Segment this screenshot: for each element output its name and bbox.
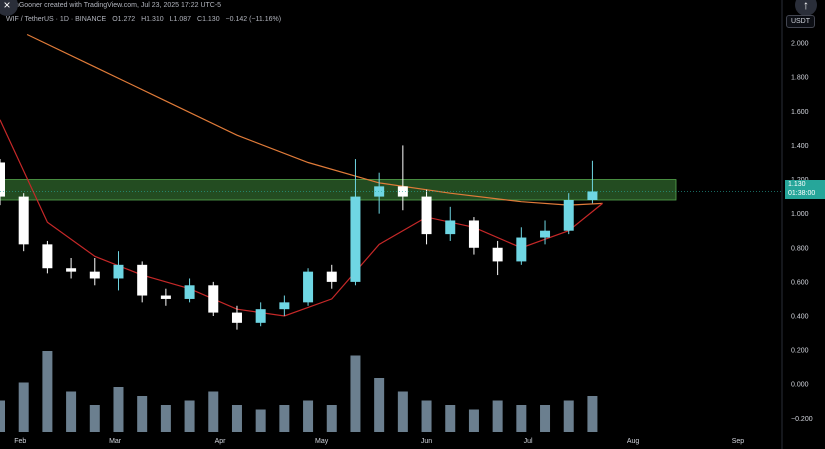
share-icon[interactable]: ↑ xyxy=(795,0,817,16)
candle-body xyxy=(468,220,479,248)
y-axis-tick-label: 0.600 xyxy=(791,279,809,286)
y-axis-tick-label: 1.600 xyxy=(791,109,809,116)
volume-bar xyxy=(113,387,124,432)
candle-body xyxy=(492,247,503,262)
candle-body xyxy=(303,271,314,303)
volume-bar xyxy=(468,409,479,432)
candle-body xyxy=(540,230,551,238)
close-value: C1.130 xyxy=(197,16,220,23)
volume-bar xyxy=(563,400,574,432)
volume-bar xyxy=(374,378,385,432)
candle-body xyxy=(374,186,385,197)
countdown-value: 01:38:00 xyxy=(788,190,816,197)
resistance-zone xyxy=(0,179,677,201)
candle-body xyxy=(563,200,574,231)
candle-body xyxy=(160,295,171,299)
y-axis-tick-label: 1.000 xyxy=(791,211,809,218)
volume-bar xyxy=(0,400,5,432)
candle-body xyxy=(208,285,219,313)
x-axis-month-label: Jul xyxy=(524,438,533,445)
symbol-label: WIF / TetherUS · 1D · BINANCE xyxy=(6,16,107,23)
candle-body xyxy=(18,196,29,245)
candle-body xyxy=(587,191,598,200)
candle-body xyxy=(231,312,242,323)
x-axis-month-label: Apr xyxy=(215,438,227,445)
low-value: L1.087 xyxy=(169,16,192,23)
candle-body xyxy=(445,220,456,235)
y-axis-tick-label: 0.800 xyxy=(791,245,809,252)
candle-body xyxy=(113,264,124,279)
candle-body xyxy=(66,268,77,272)
volume-bar xyxy=(160,405,171,432)
volume-bar xyxy=(184,400,195,432)
x-axis-month-label: Feb xyxy=(14,438,26,445)
candle-body xyxy=(350,196,361,282)
candle-body xyxy=(516,237,527,262)
volume-bar xyxy=(137,396,148,432)
x-axis-month-label: Mar xyxy=(109,438,122,445)
last-price-label: 1.130 01:38:00 xyxy=(785,180,825,199)
volume-bar xyxy=(208,391,219,432)
open-value: O1.272 xyxy=(112,16,136,23)
volume-bar xyxy=(255,409,266,432)
y-axis-tick-label: 0.000 xyxy=(791,382,809,389)
currency-button[interactable]: USDT xyxy=(785,15,815,28)
chart-header-ohlc: WIF / TetherUS · 1D · BINANCE O1.272 H1.… xyxy=(6,16,285,23)
y-axis-tick-label: 1.800 xyxy=(791,75,809,82)
volume-bar xyxy=(326,405,337,432)
candle-body xyxy=(0,162,5,197)
volume-bar xyxy=(89,405,100,432)
volume-bar xyxy=(279,405,290,432)
ma-slow-line xyxy=(26,33,603,206)
y-axis-tick-label: −0.200 xyxy=(791,416,813,423)
candle-body xyxy=(42,244,53,269)
y-axis-tick-label: 2.000 xyxy=(791,41,809,48)
y-axis-tick-label: 1.400 xyxy=(791,143,809,150)
candle-body xyxy=(279,302,290,310)
volume-bar xyxy=(303,400,314,432)
volume-bar xyxy=(350,355,361,432)
volume-bar xyxy=(421,400,432,432)
volume-bar xyxy=(397,391,408,432)
candle-body xyxy=(184,285,195,299)
volume-bar xyxy=(587,396,598,432)
ma-fast-line xyxy=(0,119,603,317)
candle-body xyxy=(326,271,337,282)
candle-body xyxy=(421,196,432,235)
chart-header-title: NanGooner created with TradingView.com, … xyxy=(6,2,221,9)
x-axis-month-label: Jun xyxy=(421,438,432,445)
volume-bar xyxy=(516,405,527,432)
candle-body xyxy=(89,271,100,279)
last-price-value: 1.130 xyxy=(788,181,806,188)
close-icon[interactable]: × xyxy=(0,0,18,16)
x-axis-month-label: Sep xyxy=(732,438,745,445)
y-axis-tick-label: 0.400 xyxy=(791,314,809,321)
volume-bar xyxy=(42,351,53,432)
candle-body xyxy=(137,264,148,296)
y-axis-tick-label: 0.200 xyxy=(791,348,809,355)
volume-bar xyxy=(492,400,503,432)
x-axis-month-label: Aug xyxy=(627,438,640,445)
volume-bar xyxy=(66,391,77,432)
header-title-text: anGooner created with TradingView.com, J… xyxy=(11,2,222,9)
volume-bar xyxy=(18,382,29,432)
volume-bar xyxy=(445,405,456,432)
candle-body xyxy=(255,309,266,323)
change-value: −0.142 (−11.16%) xyxy=(225,16,282,23)
volume-bar xyxy=(540,405,551,432)
high-value: H1.310 xyxy=(141,16,164,23)
volume-bar xyxy=(231,405,242,432)
x-axis-month-label: May xyxy=(315,438,329,445)
